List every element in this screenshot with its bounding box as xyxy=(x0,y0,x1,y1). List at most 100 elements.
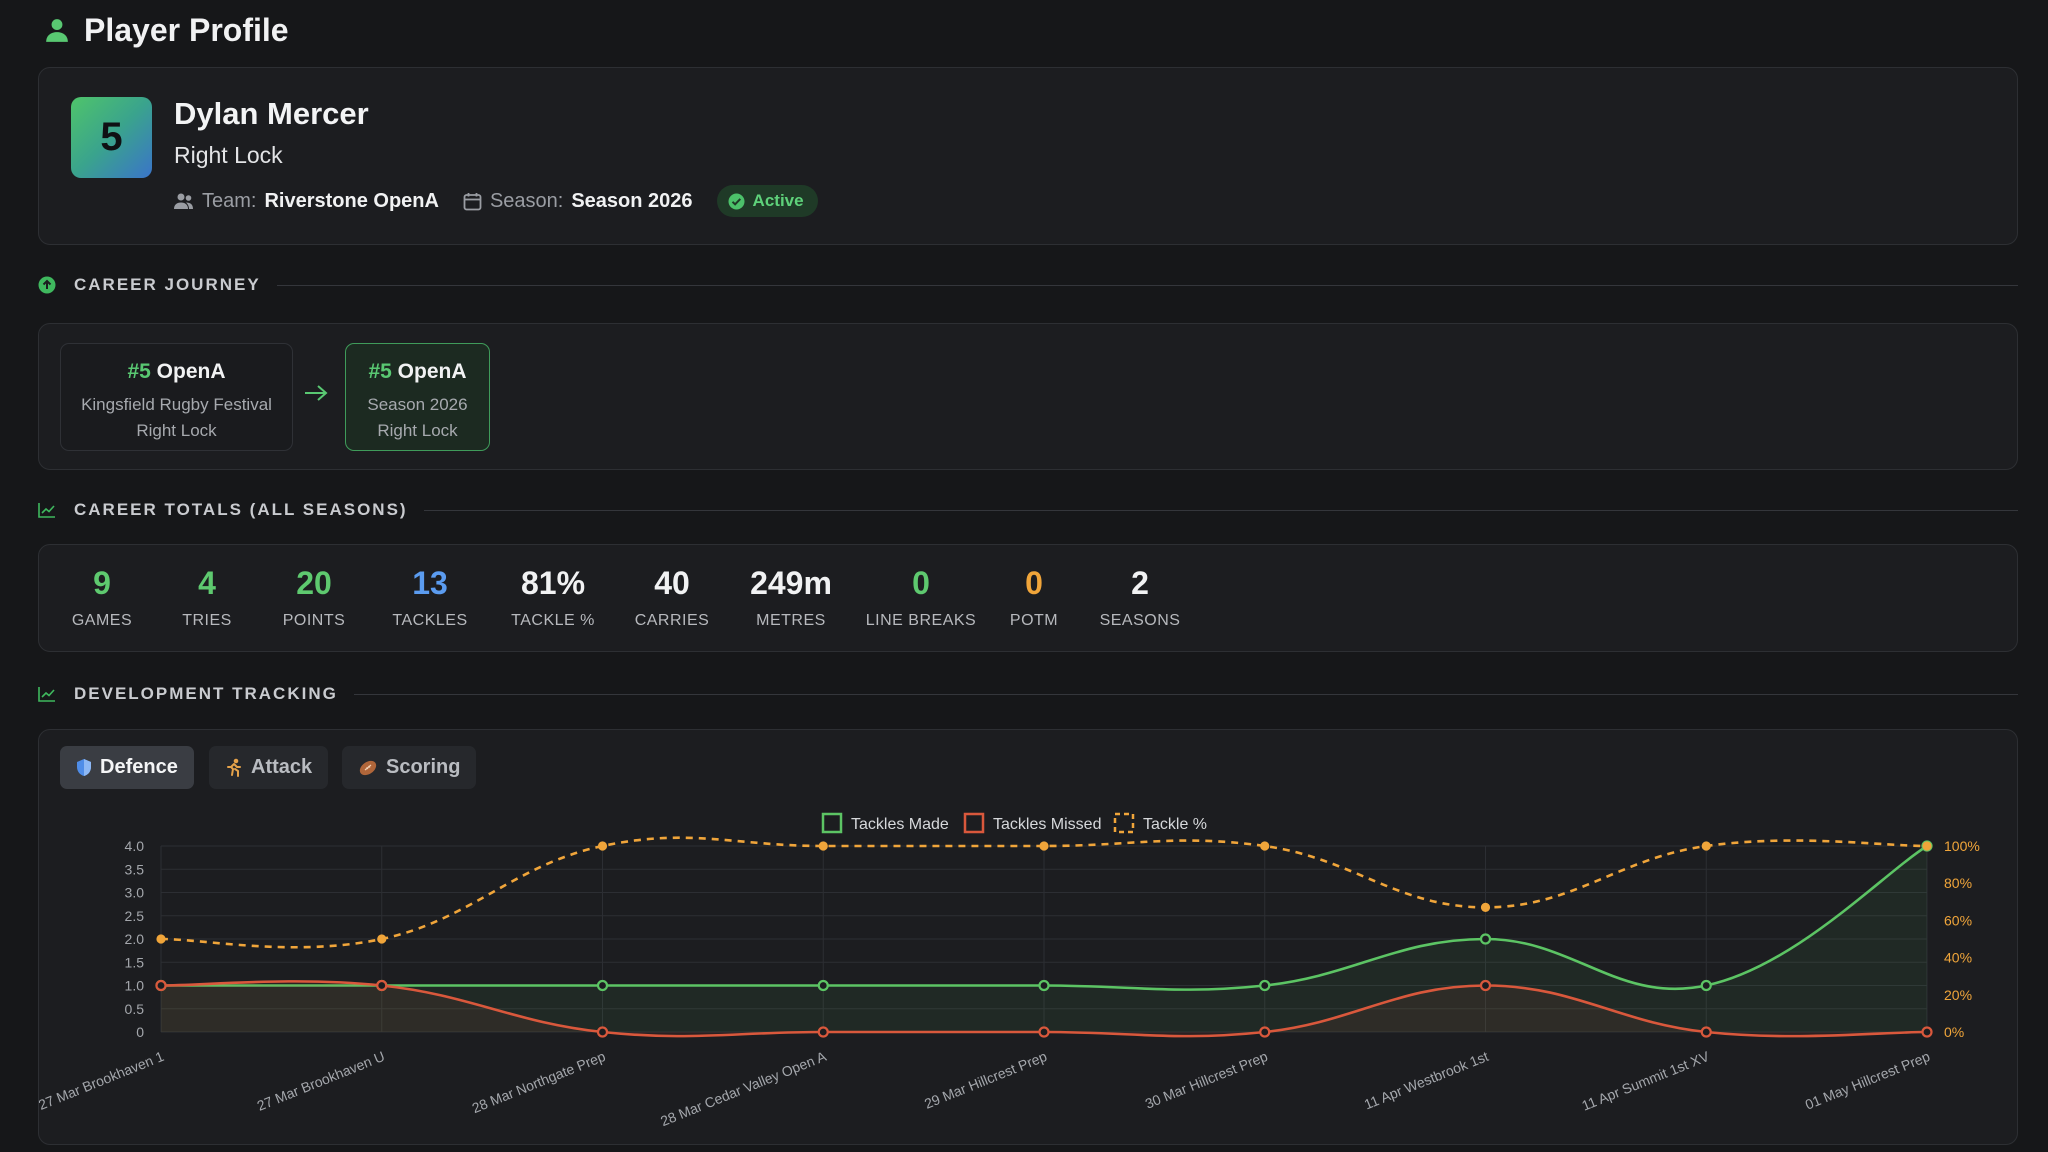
section-title: CAREER JOURNEY xyxy=(74,275,261,294)
person-icon xyxy=(44,17,70,43)
development-card: Defence Attack Scoring 0 0.5 1.0 1.5 2.0 2.5 3… xyxy=(38,729,2018,1145)
data-point-tackles-missed xyxy=(596,1026,609,1038)
journey-step[interactable]: #5 OpenA Kingsfield Rugby Festival Right… xyxy=(60,343,293,451)
data-point-tackles-missed xyxy=(1921,1026,1933,1038)
y-left-tick-label: 0.5 xyxy=(125,1001,145,1017)
page-header: Player Profile xyxy=(44,8,289,52)
data-point-tackle xyxy=(1039,841,1049,851)
data-point-tackles-made xyxy=(1259,979,1271,992)
section-development-tracking: DEVELOPMENT TRACKING xyxy=(38,679,2018,709)
stat-tries: 4 TRIES xyxy=(182,565,232,629)
x-tick-label: 29 Mar Hillcrest Prep xyxy=(922,1048,1049,1112)
data-point-tackles-missed xyxy=(817,1026,829,1038)
stat-potm: 0 POTM xyxy=(1009,565,1059,629)
legend-swatch-tackle xyxy=(1113,812,1135,834)
status-text: Active xyxy=(752,191,804,210)
journey-step-event: Season 2026 xyxy=(367,395,468,414)
calendar-icon xyxy=(463,192,482,211)
x-tick-label: 28 Mar Northgate Prep xyxy=(470,1048,608,1116)
tab-scoring[interactable]: Scoring xyxy=(342,746,477,789)
data-point-tackle xyxy=(156,934,166,944)
x-tick-label: 27 Mar Brookhaven U xyxy=(255,1048,387,1114)
season-name: Season 2026 xyxy=(571,189,693,212)
section-title: CAREER TOTALS (ALL SEASONS) xyxy=(74,500,408,519)
stat-tackles: 13 TACKLES xyxy=(392,565,468,629)
journey-step-position: Right Lock xyxy=(377,421,458,440)
data-point-tackles-missed xyxy=(376,979,388,992)
y-left-tick-label: 0 xyxy=(136,1024,144,1040)
data-point-tackle xyxy=(597,841,608,851)
career-totals-card: 9 GAMES 4 TRIES 20 POINTS 13 TACKLES 81% TACK… xyxy=(38,544,2018,652)
section-title: DEVELOPMENT TRACKING xyxy=(74,684,338,703)
legend-label-tackle: Tackle % xyxy=(1143,816,1207,833)
season-label: Season: xyxy=(489,189,564,212)
y-left-tick-label: 2.0 xyxy=(125,931,145,947)
arrow-right-icon xyxy=(303,384,329,402)
x-tick-label: 11 Apr Summit 1st XV xyxy=(1579,1048,1712,1114)
player-meta: Team: Riverstone OpenA Season: Season 20… xyxy=(174,185,818,217)
people-icon xyxy=(174,192,194,210)
rugby-ball-icon xyxy=(358,759,378,777)
arrow-up-circle-icon xyxy=(38,276,56,294)
section-career-totals: CAREER TOTALS (ALL SEASONS) xyxy=(38,495,2018,525)
section-career-journey: CAREER JOURNEY xyxy=(38,270,2018,300)
y-right-tick-label: 20% xyxy=(1944,987,1972,1003)
y-right-tick-label: 40% xyxy=(1944,950,1972,966)
trending-up-icon xyxy=(38,502,56,518)
stat-carries: 40 CARRIES xyxy=(634,565,710,629)
stat-metres: 249m METRES xyxy=(750,565,832,629)
tab-defence[interactable]: Defence xyxy=(60,746,194,789)
profile-card: 5 Dylan Mercer Right Lock Team: Riversto… xyxy=(38,67,2018,245)
y-left-tick-label: 3.0 xyxy=(125,885,145,901)
data-point-tackle xyxy=(1480,902,1491,912)
data-point-tackles-missed xyxy=(1259,1026,1271,1038)
y-right-tick-label: 80% xyxy=(1944,875,1972,891)
x-tick-label: 01 May Hillcrest Prep xyxy=(1803,1048,1933,1113)
stat-seasons: 2 SEASONS xyxy=(1099,565,1181,629)
y-left-tick-label: 2.5 xyxy=(125,908,145,924)
x-tick-label: 30 Mar Hillcrest Prep xyxy=(1143,1048,1270,1112)
journey-step-position: Right Lock xyxy=(136,421,217,440)
jersey-number-badge: 5 xyxy=(71,97,152,178)
team-info: Team: Riverstone OpenA xyxy=(174,190,439,213)
stat-games: 9 GAMES xyxy=(71,565,133,629)
data-point-tackles-missed xyxy=(1479,979,1492,992)
status-badge: Active xyxy=(716,185,818,217)
line-chart-icon xyxy=(38,686,56,702)
series-line-tackle xyxy=(160,836,1928,949)
section-divider xyxy=(276,284,2018,286)
player-name: Dylan Mercer xyxy=(174,96,369,131)
stat-line-breaks: 0 LINE BREAKS xyxy=(865,565,977,629)
y-right-tick-label: 60% xyxy=(1944,912,1972,928)
data-point-tackle xyxy=(1260,841,1270,851)
career-journey-card: #5 OpenA Kingsfield Rugby Festival Right… xyxy=(38,323,2018,470)
y-left-tick-label: 3.5 xyxy=(125,861,145,877)
data-point-tackle xyxy=(818,841,828,851)
data-point-tackle xyxy=(377,934,387,944)
x-tick-label: 11 Apr Westbrook 1st xyxy=(1362,1048,1491,1113)
data-point-tackles-made xyxy=(1038,979,1050,992)
data-point-tackles-made xyxy=(817,979,829,992)
data-point-tackles-missed xyxy=(1700,1026,1712,1038)
y-left-tick-label: 1.0 xyxy=(125,978,145,994)
series-area-tackles-missed xyxy=(161,981,1927,1037)
data-point-tackle xyxy=(1922,841,1932,851)
section-divider xyxy=(353,693,2018,695)
journey-step-event: Kingsfield Rugby Festival xyxy=(81,395,272,414)
data-point-tackles-missed xyxy=(155,979,167,992)
y-left-tick-label: 1.5 xyxy=(125,954,145,970)
data-point-tackles-made xyxy=(1479,933,1492,945)
legend-swatch-tackles-made xyxy=(821,812,843,834)
team-name: Riverstone OpenA xyxy=(264,189,439,212)
tab-attack[interactable]: Attack xyxy=(209,746,329,789)
data-point-tackle xyxy=(1701,841,1711,851)
series-line-tackles-made xyxy=(161,844,1928,991)
data-point-tackles-missed xyxy=(1038,1026,1050,1038)
y-left-tick-label: 4.0 xyxy=(125,838,145,854)
journey-step-current[interactable]: #5 OpenA Season 2026 Right Lock xyxy=(345,343,490,451)
player-position: Right Lock xyxy=(174,142,283,168)
page-title: Player Profile xyxy=(84,11,289,48)
stat-points: 20 POINTS xyxy=(282,565,346,629)
x-tick-label: 28 Mar Cedar Valley Open A xyxy=(658,1048,829,1129)
journey-step-title: #5 OpenA xyxy=(368,360,467,383)
